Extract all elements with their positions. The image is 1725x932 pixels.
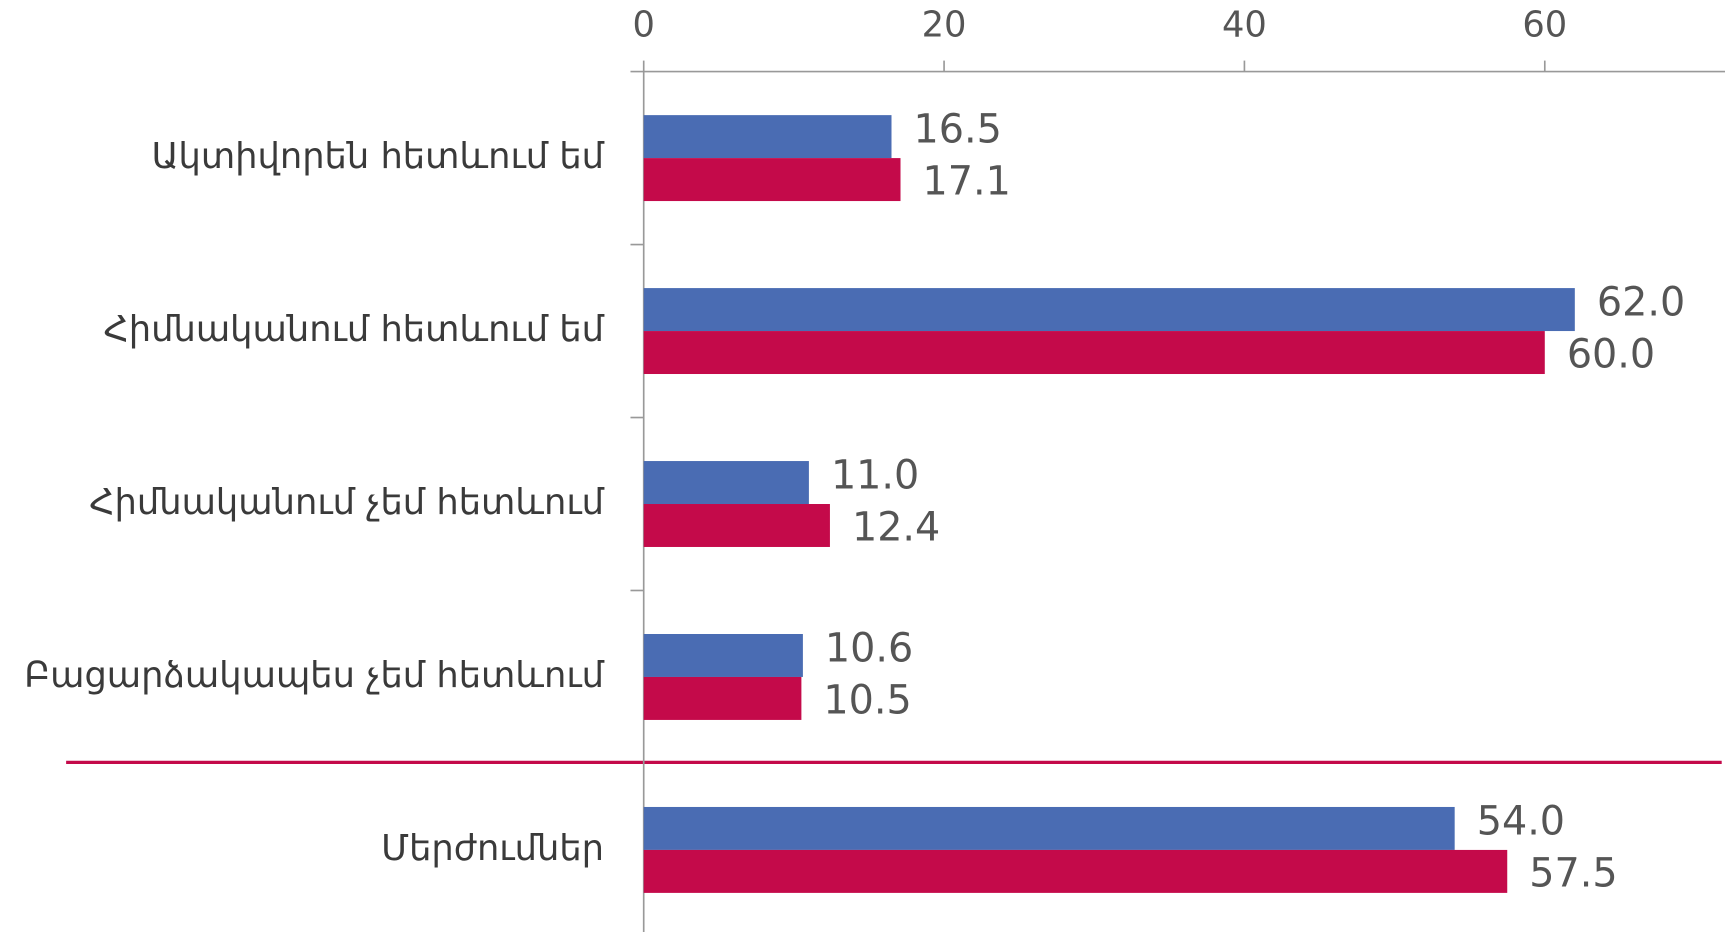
y-tick-label: Հիմնականում հետևում եմ <box>104 309 605 350</box>
bar <box>643 806 1455 850</box>
value-label: 57.5 <box>1529 850 1617 896</box>
bar <box>643 461 809 505</box>
bar <box>643 158 901 202</box>
value-label: 54.0 <box>1477 799 1565 845</box>
y-tick-label: Մերժումներ <box>381 828 604 869</box>
bar <box>643 849 1508 893</box>
bar <box>643 288 1575 332</box>
y-tick-label: Բացարձակապես չեմ հետևում <box>24 655 604 696</box>
value-label: 12.4 <box>852 504 940 550</box>
value-label: 10.5 <box>823 677 911 723</box>
bar <box>643 676 802 720</box>
value-label: 10.6 <box>825 626 913 672</box>
x-tick-label: 20 <box>922 4 967 45</box>
bar <box>643 115 892 159</box>
y-tick-label: Ակտիվորեն հետևում եմ <box>151 136 604 177</box>
value-label: 62.0 <box>1597 280 1685 326</box>
bar <box>643 634 803 677</box>
x-tick-label: 60 <box>1522 4 1567 45</box>
y-tick-label: Հիմնականում չեմ հետևում <box>89 482 604 523</box>
value-label: 17.1 <box>923 158 1011 204</box>
value-label: 11.0 <box>831 453 919 499</box>
value-label: 16.5 <box>914 107 1002 153</box>
x-tick-label: 0 <box>632 4 654 45</box>
x-tick-label: 40 <box>1222 4 1267 45</box>
bar <box>643 504 830 547</box>
value-label: 60.0 <box>1567 331 1655 377</box>
bar <box>643 331 1545 375</box>
